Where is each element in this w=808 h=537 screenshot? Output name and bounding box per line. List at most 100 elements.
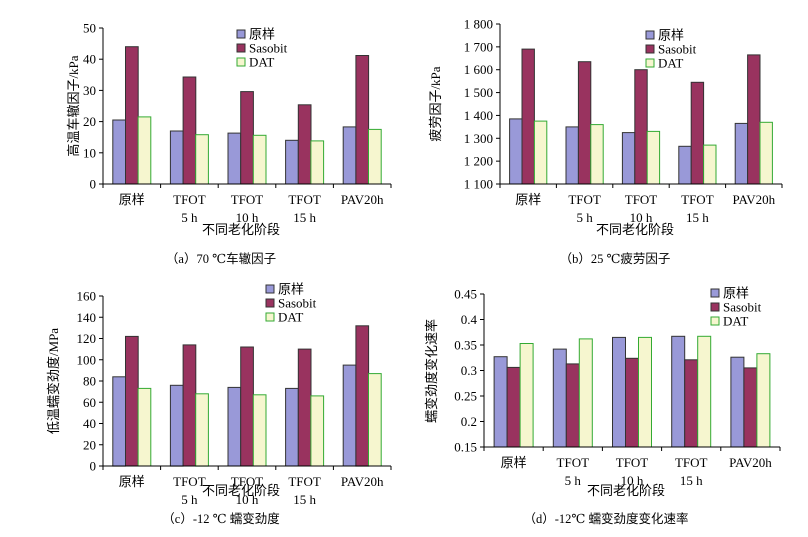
chart-c-y-tick-label: 100 xyxy=(77,352,97,367)
chart-d-y-tick-label: 0.25 xyxy=(454,389,477,404)
chart-b-y-tick-label: 1 100 xyxy=(464,177,493,192)
chart-a-bar-DAT-1 xyxy=(195,134,209,185)
chart-a-bar-Sasobit-1 xyxy=(182,76,197,185)
chart-b-x-tick-label: PAV20h xyxy=(732,192,775,207)
chart-d-bar-Sasobit-3 xyxy=(684,359,699,448)
chart-b-y-tick-label: 1 300 xyxy=(464,131,493,146)
chart-panel-b: 1 100 1 200 1 300 1 400 1 500 1 600 1 700 1 800… xyxy=(428,17,783,266)
chart-c-legend-swatch-1 xyxy=(265,298,275,308)
chart-a-bar-原样-2 xyxy=(227,132,242,185)
chart-c-y-tick-label: 40 xyxy=(83,416,96,431)
chart-b-x-axis-title: 不同老化阶段 xyxy=(596,222,674,237)
chart-d-y-tick-label: 0.3 xyxy=(461,363,477,378)
chart-c-y-tick-label: 60 xyxy=(83,395,96,410)
chart-a-bar-DAT-2 xyxy=(252,134,267,185)
chart-b-bar-DAT-4 xyxy=(759,121,773,185)
chart-a-x-tick-label: 5 h xyxy=(181,210,198,225)
chart-b-caption: （b）25 ℃疲劳因子 xyxy=(560,251,671,266)
chart-b-legend-swatch-2 xyxy=(645,58,655,68)
chart-a-y-axis-title: 高温车辙因子/kPa xyxy=(66,55,81,156)
chart-a-bar-Sasobit-3 xyxy=(297,104,312,185)
chart-d-x-tick-label: TFOT xyxy=(675,455,708,470)
chart-b-bar-Sasobit-3 xyxy=(690,81,705,185)
chart-b-bar-原样-3 xyxy=(678,145,692,185)
chart-b-y-tick-label: 1 500 xyxy=(464,85,493,100)
chart-d-x-tick-label: TFOT xyxy=(616,455,649,470)
chart-a-y-tick-label: 20 xyxy=(83,114,96,129)
chart-b-bar-Sasobit-4 xyxy=(747,54,761,185)
chart-c-y-tick-label: 160 xyxy=(77,289,97,304)
chart-a-bar-DAT-0 xyxy=(137,116,152,185)
chart-a-bar-Sasobit-2 xyxy=(240,91,254,185)
chart-c-bar-原样-2 xyxy=(227,386,242,467)
chart-c-bar-DAT-3 xyxy=(310,395,325,467)
chart-d-bar-原样-4 xyxy=(730,356,745,448)
chart-c-legend-label: DAT xyxy=(278,310,303,325)
chart-d-y-tick-label: 0.4 xyxy=(461,312,478,327)
chart-a-x-axis-title: 不同老化阶段 xyxy=(202,222,280,237)
chart-d-x-tick-label: 原样 xyxy=(501,455,527,470)
chart-c-y-tick-label: 140 xyxy=(77,310,97,325)
chart-a-legend-swatch-0 xyxy=(236,29,246,39)
chart-b-legend-label: Sasobit xyxy=(658,42,697,57)
chart-a-x-tick-label: TFOT xyxy=(231,192,264,207)
chart-c-caption: （c）-12 ℃ 蠕变劲度 xyxy=(162,511,280,526)
chart-b-bar-原样-0 xyxy=(509,118,523,185)
chart-d-bar-DAT-4 xyxy=(756,353,771,448)
chart-d-bar-原样-2 xyxy=(612,336,626,448)
chart-a-x-tick-label: TFOT xyxy=(173,192,206,207)
chart-a-bar-原样-4 xyxy=(342,126,357,185)
chart-c-legend-swatch-0 xyxy=(265,284,275,294)
chart-d-bar-DAT-3 xyxy=(697,335,712,448)
chart-a-legend-swatch-1 xyxy=(236,43,246,53)
chart-b-bar-原样-2 xyxy=(621,132,636,185)
chart-c-legend-label: Sasobit xyxy=(278,296,317,311)
chart-d-y-axis-title: 蠕变劲度变化速率 xyxy=(424,319,439,423)
chart-c-y-tick-label: 20 xyxy=(83,437,96,452)
chart-c-bar-Sasobit-3 xyxy=(297,348,312,467)
chart-d-bar-原样-1 xyxy=(552,348,567,448)
chart-d-y-tick-label: 0.45 xyxy=(454,287,477,302)
chart-a-legend-label: DAT xyxy=(249,55,274,70)
chart-b-x-tick-label: TFOT xyxy=(568,192,601,207)
chart-b-y-axis-title: 疲劳因子/kPa xyxy=(428,66,443,141)
chart-d-x-tick-label: 10 h xyxy=(621,473,644,488)
chart-a-y-tick-label: 0 xyxy=(90,177,97,192)
chart-a-bar-原样-3 xyxy=(285,139,299,185)
chart-d-legend-label: 原样 xyxy=(723,286,749,301)
chart-a-legend-swatch-2 xyxy=(236,57,246,67)
chart-a-legend-label: Sasobit xyxy=(249,41,288,56)
chart-b-legend-swatch-1 xyxy=(645,44,655,54)
chart-d-bar-Sasobit-2 xyxy=(625,357,639,448)
chart-d-x-tick-label: 15 h xyxy=(680,473,703,488)
chart-c-y-axis-title: 低温蠕变劲度/MPa xyxy=(46,328,61,434)
chart-b-bar-Sasobit-2 xyxy=(634,69,648,185)
chart-a-bar-原样-0 xyxy=(112,119,127,185)
chart-d-x-tick-label: 5 h xyxy=(565,473,582,488)
chart-c-bar-原样-1 xyxy=(169,384,184,467)
chart-c-x-tick-label: 原样 xyxy=(119,474,145,489)
chart-b-bar-原样-1 xyxy=(565,126,579,185)
chart-b-legend-label: DAT xyxy=(658,56,683,71)
chart-b-bar-原样-4 xyxy=(734,122,749,185)
chart-c-x-tick-label: 5 h xyxy=(181,492,198,507)
chart-d-bar-Sasobit-0 xyxy=(506,366,521,448)
chart-d-legend-swatch-0 xyxy=(710,288,720,298)
chart-d-bar-原样-0 xyxy=(493,356,508,448)
chart-c-legend-label: 原样 xyxy=(278,282,304,297)
chart-b-y-tick-label: 1 400 xyxy=(464,108,493,123)
chart-b-x-tick-label: 10 h xyxy=(630,210,653,225)
chart-b-y-tick-label: 1 800 xyxy=(464,17,493,32)
chart-b-x-tick-label: TFOT xyxy=(681,192,714,207)
chart-b-bar-Sasobit-1 xyxy=(577,61,592,185)
chart-panel-a: 0 10 20 30 40 50 原样 TFOT 5 h TFOT 10 h TFOT 15 h PAV2… xyxy=(66,21,392,266)
chart-b-bar-Sasobit-0 xyxy=(521,48,535,185)
chart-a-legend-label: 原样 xyxy=(249,27,275,42)
chart-d-y-tick-label: 0.15 xyxy=(454,440,477,455)
chart-d-legend-label: Sasobit xyxy=(723,300,762,315)
chart-a-y-tick-label: 30 xyxy=(83,83,96,98)
chart-c-x-tick-label: TFOT xyxy=(173,474,206,489)
chart-b-x-tick-label: 5 h xyxy=(576,210,593,225)
chart-c-x-tick-label: PAV20h xyxy=(341,474,384,489)
chart-b-bar-DAT-0 xyxy=(533,120,548,185)
